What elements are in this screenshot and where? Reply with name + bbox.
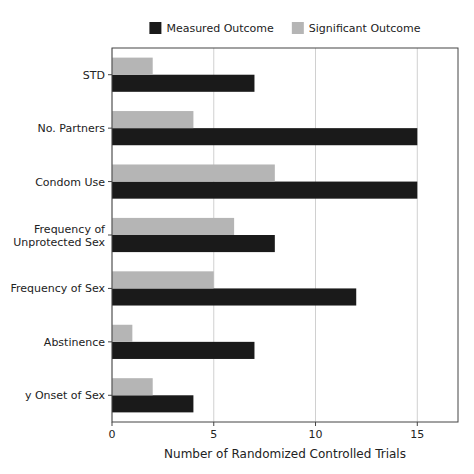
x-axis-label: Number of Randomized Controlled Trials <box>164 447 406 461</box>
bar <box>112 235 275 252</box>
grid-line <box>315 48 316 422</box>
bar <box>112 288 356 305</box>
legend-label: Measured Outcome <box>166 22 274 35</box>
y-tick <box>108 395 112 396</box>
x-tick-label: 0 <box>109 428 116 441</box>
y-tick-label: STD <box>83 69 105 82</box>
y-tick-label: Abstinence <box>44 336 105 349</box>
legend-item: Measured Outcome <box>149 22 274 35</box>
plot-background <box>112 48 458 422</box>
chart-container: 0 5 10 15 Number of Randomized Controlled Tr… <box>0 0 474 474</box>
plot-frame <box>112 48 458 422</box>
legend-swatch <box>149 22 161 34</box>
bar <box>112 395 193 412</box>
x-tick-label: 15 <box>410 428 424 441</box>
bars <box>112 58 417 413</box>
y-tick-label: Frequency ofUnprotected Sex <box>13 223 106 249</box>
legend-item: Significant Outcome <box>292 22 421 35</box>
x-tick <box>417 422 418 426</box>
x-tick-label: 10 <box>309 428 323 441</box>
y-tick-label: Frequency of Sex <box>11 282 106 295</box>
bar <box>112 325 132 342</box>
bar <box>112 164 275 181</box>
grid-line <box>417 48 418 422</box>
y-tick-label: No. Partners <box>38 122 106 135</box>
y-tick <box>108 128 112 129</box>
y-tick <box>108 74 112 75</box>
y-axis: STD No. Partners Condom Use Frequency ofUnp… <box>11 69 113 403</box>
x-tick <box>213 422 214 426</box>
x-axis: 0 5 10 15 <box>109 422 425 441</box>
bar <box>112 378 153 395</box>
bar <box>112 75 254 92</box>
bar <box>112 271 214 288</box>
y-tick-label: Condom Use <box>35 176 105 189</box>
y-tick <box>108 341 112 342</box>
legend-label: Significant Outcome <box>309 22 421 35</box>
x-tick-label: 5 <box>210 428 217 441</box>
bar <box>112 128 417 145</box>
y-tick <box>108 235 112 236</box>
x-tick <box>315 422 316 426</box>
legend-swatch <box>292 22 304 34</box>
bar <box>112 218 234 235</box>
y-tick <box>108 288 112 289</box>
bar <box>112 111 193 128</box>
y-tick <box>108 181 112 182</box>
bar <box>112 58 153 75</box>
chart: 0 5 10 15 Number of Randomized Controlled Tr… <box>0 0 474 474</box>
bar <box>112 182 417 199</box>
bar <box>112 342 254 359</box>
grid <box>112 48 417 422</box>
y-tick-label: y Onset of Sex <box>25 389 106 402</box>
legend: Measured Outcome Significant Outcome <box>149 22 420 35</box>
x-tick <box>112 422 113 426</box>
